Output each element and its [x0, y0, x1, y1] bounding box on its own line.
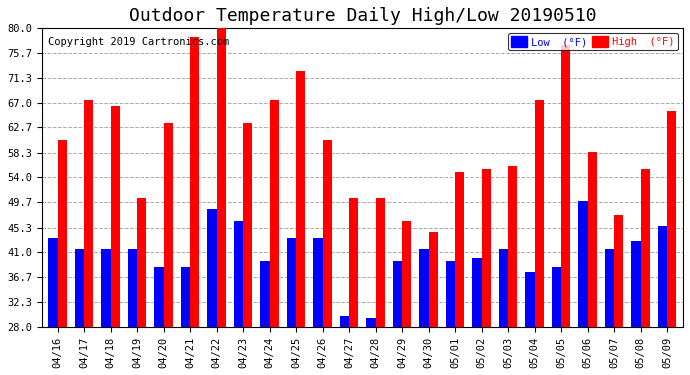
Bar	[234, 220, 243, 375]
Bar	[366, 318, 375, 375]
Bar	[561, 45, 571, 375]
Bar	[658, 226, 667, 375]
Bar	[535, 100, 544, 375]
Bar	[605, 249, 614, 375]
Bar	[57, 140, 67, 375]
Bar	[296, 71, 306, 375]
Bar	[455, 172, 464, 375]
Title: Outdoor Temperature Daily High/Low 20190510: Outdoor Temperature Daily High/Low 20190…	[128, 7, 596, 25]
Bar	[137, 198, 146, 375]
Bar	[340, 316, 349, 375]
Bar	[482, 169, 491, 375]
Bar	[48, 238, 57, 375]
Bar	[667, 111, 676, 375]
Bar	[164, 123, 173, 375]
Bar	[375, 198, 385, 375]
Bar	[190, 36, 199, 375]
Bar	[525, 272, 535, 375]
Bar	[181, 267, 190, 375]
Bar	[260, 261, 270, 375]
Bar	[217, 25, 226, 375]
Bar	[446, 261, 455, 375]
Bar	[420, 249, 428, 375]
Bar	[128, 249, 137, 375]
Bar	[499, 249, 508, 375]
Bar	[473, 258, 482, 375]
Bar	[101, 249, 110, 375]
Bar	[578, 201, 588, 375]
Bar	[393, 261, 402, 375]
Legend: Low  (°F), High  (°F): Low (°F), High (°F)	[508, 33, 678, 50]
Bar	[349, 198, 358, 375]
Bar	[508, 166, 518, 375]
Bar	[243, 123, 253, 375]
Bar	[75, 249, 84, 375]
Text: Copyright 2019 Cartronics.com: Copyright 2019 Cartronics.com	[48, 37, 229, 47]
Bar	[552, 267, 561, 375]
Bar	[207, 209, 217, 375]
Bar	[155, 267, 164, 375]
Bar	[428, 232, 438, 375]
Bar	[84, 100, 93, 375]
Bar	[402, 220, 411, 375]
Bar	[614, 215, 624, 375]
Bar	[640, 169, 650, 375]
Bar	[631, 241, 640, 375]
Bar	[287, 238, 296, 375]
Bar	[588, 152, 597, 375]
Bar	[110, 106, 120, 375]
Bar	[270, 100, 279, 375]
Bar	[313, 238, 323, 375]
Bar	[323, 140, 332, 375]
